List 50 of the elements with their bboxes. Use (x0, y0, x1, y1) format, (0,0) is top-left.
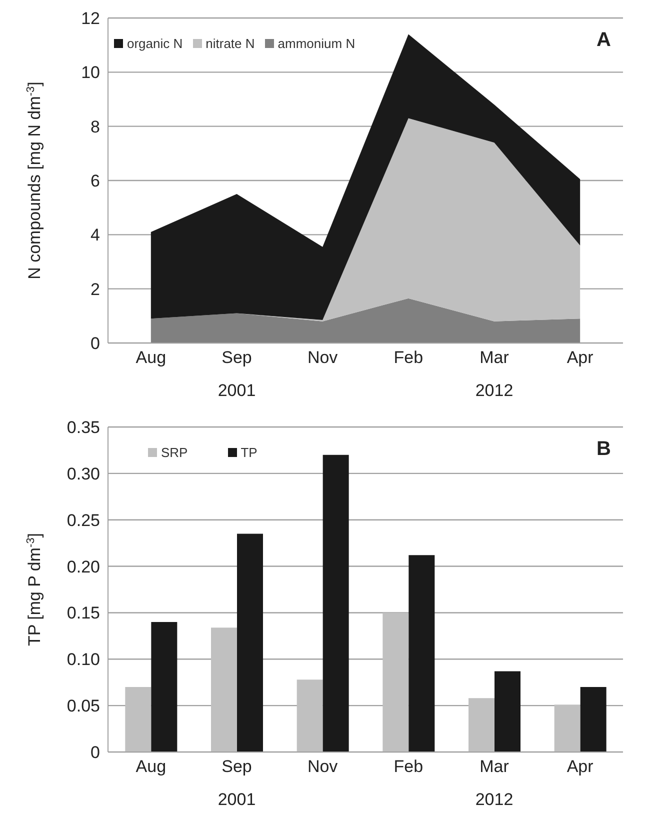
y-tick-label: 0.15 (66, 604, 100, 623)
bar (494, 671, 520, 752)
legend-label: TP (240, 445, 258, 460)
x-tick-label: Apr (566, 348, 594, 368)
bar (382, 612, 409, 752)
text: 2001 (216, 381, 257, 401)
x-tick-label: Sep (222, 757, 252, 776)
text: A (596, 29, 611, 51)
y-tick-label: 0.25 (66, 510, 100, 530)
legend-label: nitrate N (206, 36, 255, 51)
x-tick-label: Aug (136, 348, 166, 368)
x-tick-label: Feb (394, 348, 424, 368)
x-tick-label: Aug (136, 757, 166, 776)
bar (468, 698, 494, 752)
text: 2012 (474, 790, 514, 810)
y-tick-label: 0.20 (66, 557, 100, 576)
bar (408, 555, 435, 752)
y-tick-label: 10 (81, 63, 100, 82)
x-tick-label: Sep (222, 348, 252, 368)
y-tick-label: 8 (90, 117, 100, 136)
y-tick-label: 0.30 (66, 464, 100, 484)
y-tick-label: 0.10 (66, 650, 100, 670)
y-tick-label: 12 (81, 9, 100, 28)
y-tick-label: 4 (90, 226, 100, 245)
x-tick-label: Mar (480, 757, 510, 776)
x-tick-label: Nov (307, 757, 338, 776)
x-tick-label: Apr (566, 757, 594, 776)
bar (125, 687, 152, 752)
x-tick-label: Mar (480, 348, 510, 368)
text: B (596, 438, 611, 460)
x-tick-label: Nov (307, 348, 338, 368)
legend-label: ammonium N (278, 36, 356, 51)
bar (237, 534, 263, 752)
text: 2001 (216, 790, 257, 810)
text: 2012 (474, 381, 514, 401)
legend-label: organic N (127, 36, 183, 51)
bar (580, 687, 606, 752)
bar (296, 680, 323, 752)
y-tick-label: 6 (90, 172, 100, 191)
y-tick-label: 2 (90, 280, 100, 299)
legend-label: SRP (161, 445, 188, 460)
y-tick-label: 0 (90, 334, 100, 354)
bar (151, 622, 178, 752)
bar (322, 454, 349, 752)
bar (211, 628, 237, 752)
y-tick-label: 0 (90, 743, 100, 762)
y-tick-label: 0.05 (66, 696, 100, 716)
y-tick-label: 0.35 (66, 418, 100, 438)
x-tick-label: Feb (394, 757, 424, 776)
bar (554, 704, 580, 752)
